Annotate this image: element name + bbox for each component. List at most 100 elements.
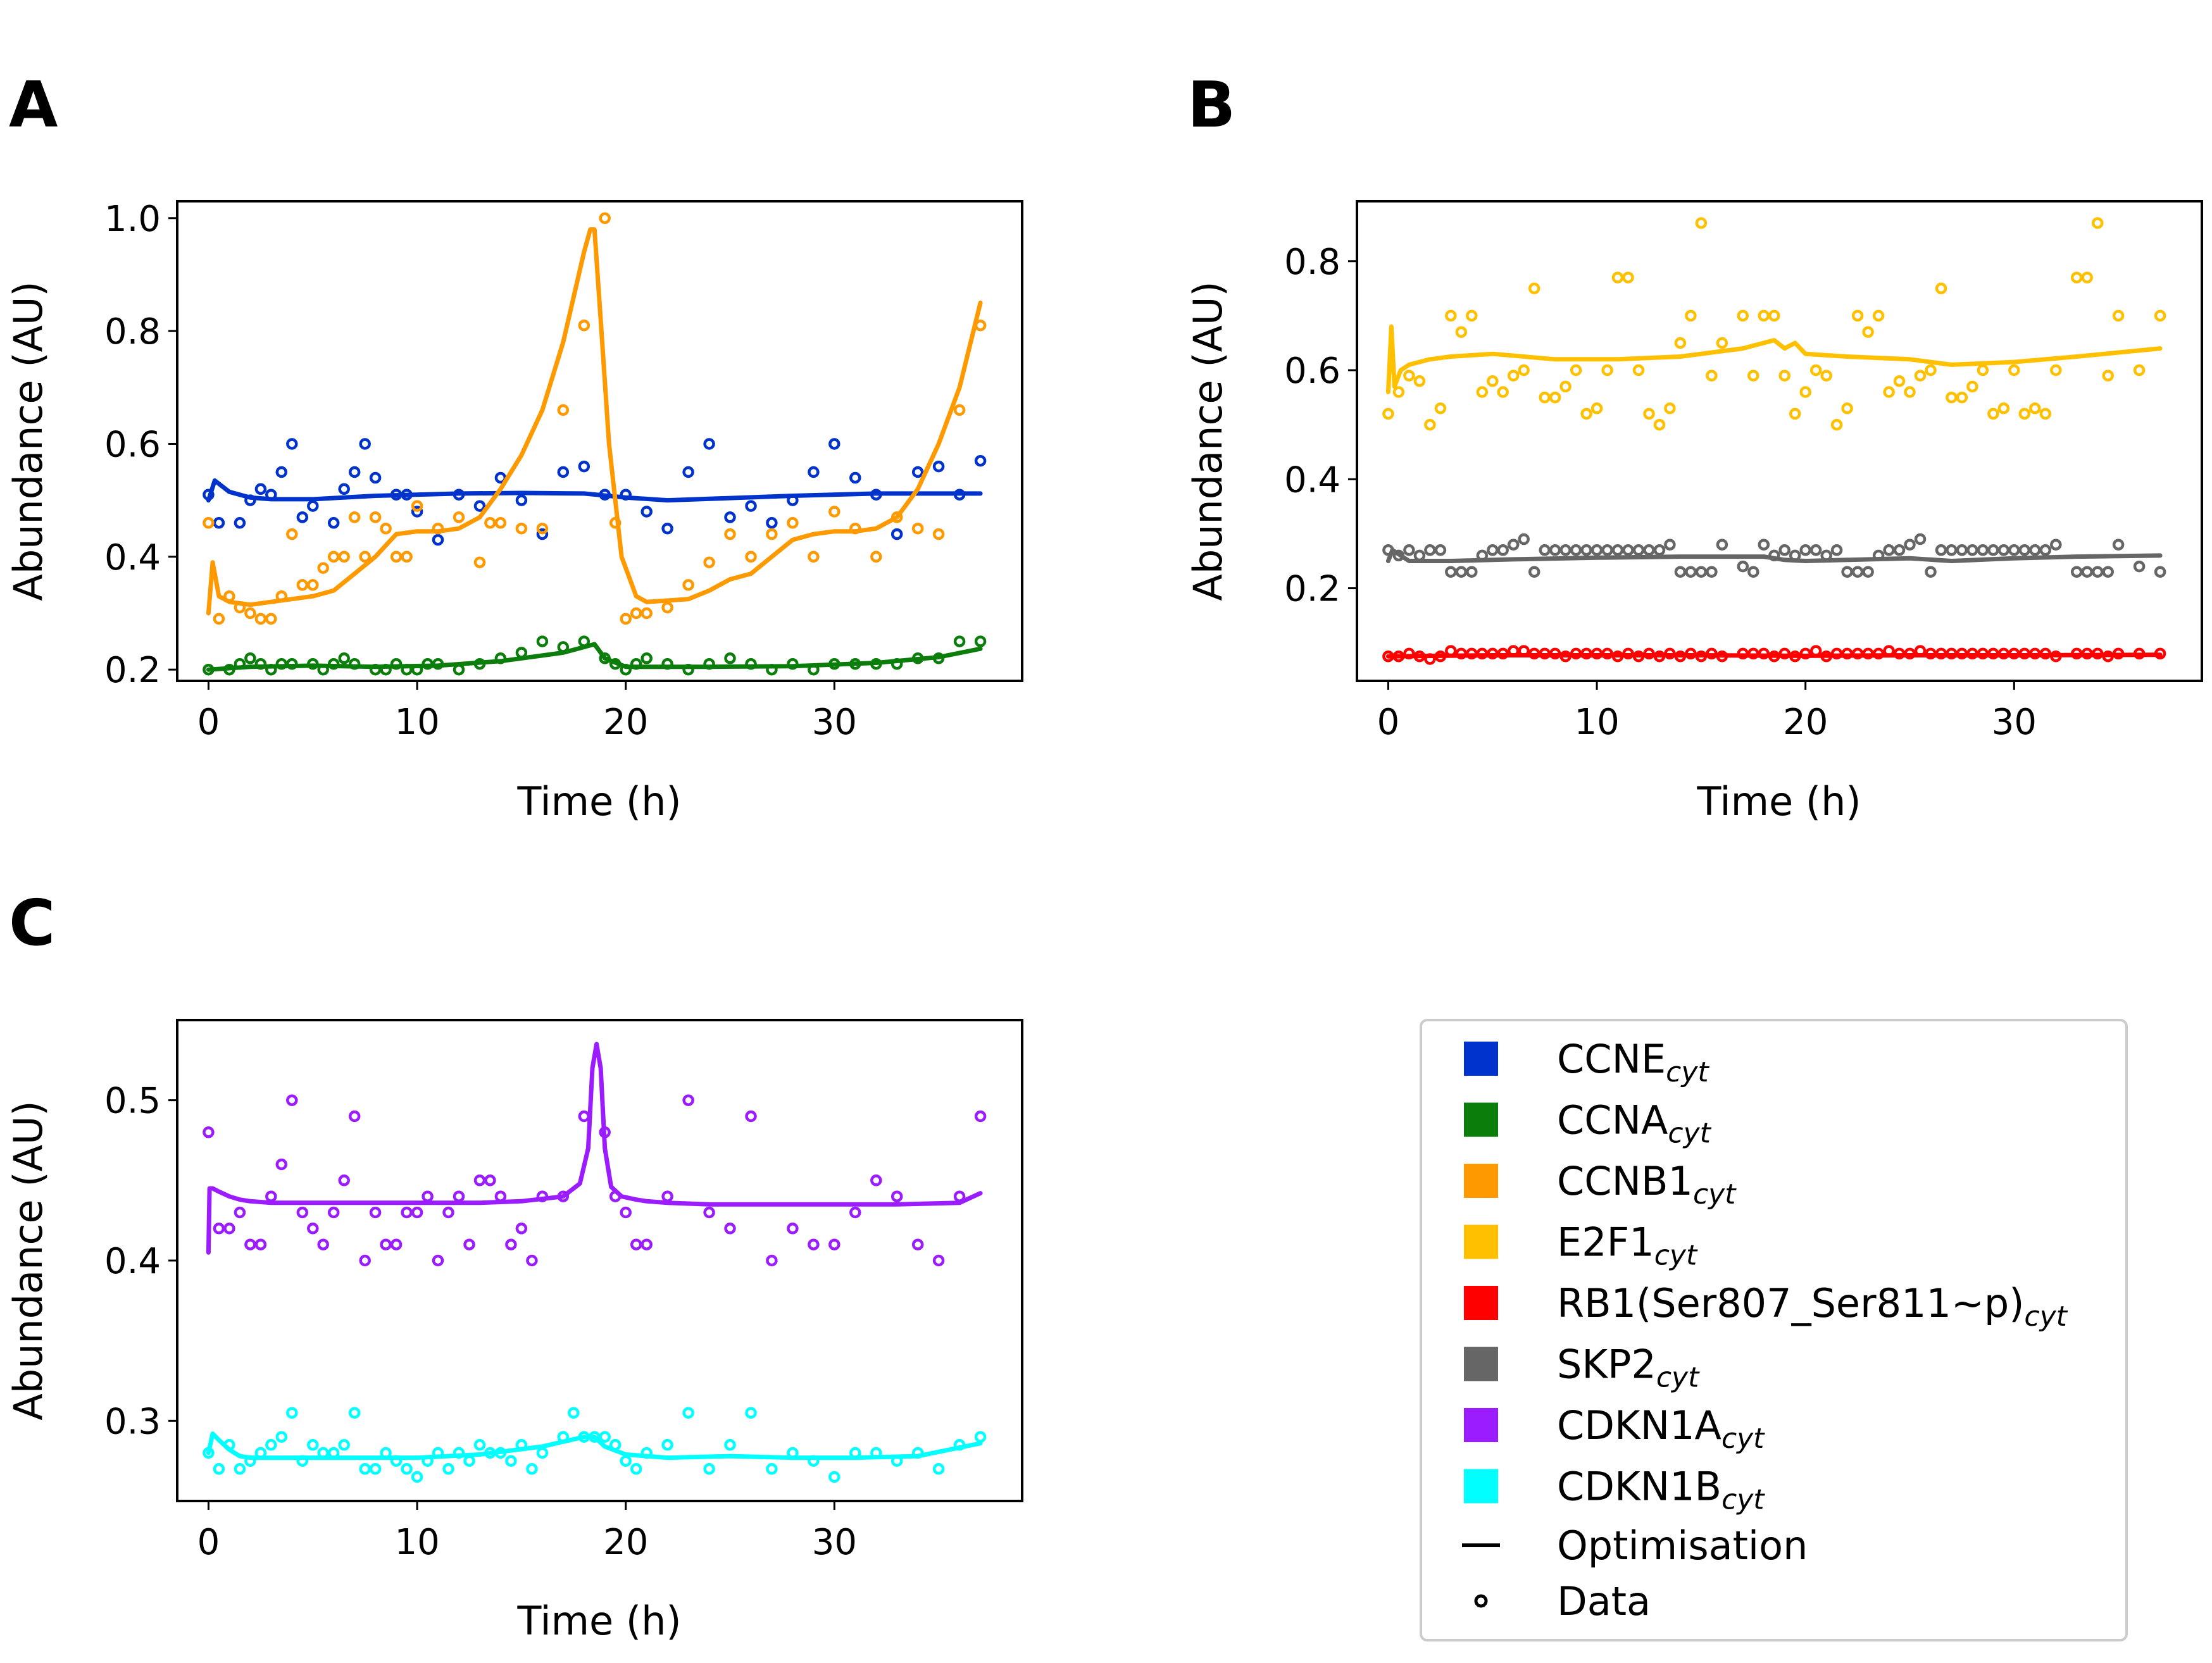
panel-c-cdkn1a-data-point (244, 1238, 256, 1250)
panel-b-skp2-data-point (1434, 544, 1447, 556)
panel-a-ccne-data-point (327, 517, 340, 529)
panel-b-skp2-data-point (1893, 544, 1906, 556)
panel-a-ccnb1-data-point (453, 511, 465, 523)
panel-a-ccne-data-point (932, 460, 945, 473)
panel-c-cdkn1a-data-point (578, 1110, 590, 1123)
panel-c-cdkn1a-data-point (296, 1206, 309, 1219)
panel-a-ccnb1-data-point (890, 511, 903, 523)
legend-swatch (1464, 1408, 1498, 1442)
panel-b-skp2-data-point (1601, 544, 1613, 556)
panel-c-cdkn1b-data-point (401, 1463, 413, 1475)
panel-b-skp2-data-point (1590, 544, 1603, 556)
panel-a-ccna-data-point (745, 657, 757, 670)
panel-a-ccnb1-data-point (630, 607, 642, 620)
panel-b-e2f1-data-point (1685, 309, 1697, 322)
panel-c-cdkn1a-data-point (557, 1190, 570, 1202)
panel-a-ccnb1-data-point (369, 511, 382, 523)
panel-b-skp2-data-point (1706, 566, 1718, 578)
panel-b-rb1-data-point (2081, 647, 2093, 660)
panel-a-ccnb1-data-point (724, 528, 736, 540)
panel-a-y-axis-label: Abundance (AU) (5, 281, 51, 601)
panel-b-rb1-data-point (2102, 650, 2114, 663)
panel-b-e2f1-data-point (1497, 386, 1509, 398)
panel-c-cdkn1b-data-point (630, 1463, 642, 1475)
panel-c-cdkn1a-data-point (369, 1206, 382, 1219)
panel-c-cdkn1a-data-point (317, 1238, 329, 1250)
panel-a-ccna-data-point (473, 657, 486, 670)
panel-c-cdkn1a-data-point (223, 1223, 235, 1235)
panel-c-cdkn1b-data-point (911, 1447, 924, 1459)
panel-b-rb1-data-point (1622, 647, 1634, 660)
panel-c-cdkn1a-data-point (953, 1190, 966, 1202)
panel-c-cdkn1a-data-point (766, 1254, 778, 1267)
panel-a-ccne-data-point (254, 483, 267, 495)
panel-c-cdkn1a-data-point (442, 1206, 454, 1219)
panel-c-ticks: 0 10 20 30 0.3 0.4 0.5 (104, 1081, 857, 1563)
panel-c-cdkn1a-data-point (307, 1223, 319, 1235)
panel-b-rb1-data-point (2039, 647, 2052, 660)
panel-a-y-tick-label: 0.8 (104, 311, 161, 352)
panel-c-x-tick-label: 20 (603, 1522, 648, 1563)
panel-a-ccna-data-point (390, 657, 403, 670)
panel-a-ccnb1-data-point (275, 590, 288, 602)
legend-entry-label: CDKN1Acyt (1557, 1402, 1765, 1455)
panel-b-e2f1-data-point (1778, 370, 1790, 382)
panel-b-e2f1-data-point (1883, 386, 1895, 398)
panel-b-e2f1-data-point (2018, 408, 2031, 420)
panel-letter-a: A (9, 68, 58, 142)
panel-c-cdkn1a-data-point (463, 1238, 475, 1250)
panel-a-ccne-data-point (828, 438, 840, 450)
panel-a-ccne-data-point (515, 494, 528, 506)
panel-a-ccna-data-point (265, 663, 277, 676)
panel-b-rb1-data-point (1695, 650, 1708, 663)
panel-b-skp2-data-point (2050, 539, 2062, 551)
panel-a-ccnb1-data-point (265, 613, 277, 625)
panel-b-skp2-data-point (2070, 566, 2083, 578)
panel-b-e2f1-data-point (1518, 364, 1530, 377)
panel-b-skp2-data-point (1778, 544, 1790, 556)
panel-a-ccna-data-point (494, 652, 507, 664)
panel-b-skp2-data-point (1956, 544, 1968, 556)
panel-b-skp2-data-point (1925, 566, 1937, 578)
panel-a-ccne-data-point (557, 466, 570, 478)
panel-b-skp2-data-point (1455, 566, 1468, 578)
panel-b-x-tick-label: 20 (1783, 702, 1828, 743)
panel-a-ccnb1-line (206, 227, 983, 616)
panel-b-y-tick-label: 0.2 (1284, 569, 1340, 610)
panel-b-y-tick-label: 0.6 (1284, 351, 1340, 392)
legend-entry-subscript: cyt (1654, 1240, 1698, 1272)
panel-b-skp2-data-point (1841, 566, 1853, 578)
panel-a-ccna-data-point (599, 652, 611, 664)
panel-a-ccne-data-point (620, 489, 632, 501)
panel-a-x-tick-label: 20 (603, 702, 648, 743)
panel-c-cdkn1a-data-point (787, 1223, 799, 1235)
panel-c-cdkn1a-data-point (703, 1206, 715, 1219)
panel-a-ccnb1-data-point (286, 528, 298, 540)
panel-c-cdkn1a-data-point (849, 1206, 861, 1219)
panel-b-skp2-data-point (1580, 544, 1592, 556)
panel-c-cdkn1a-data-point (254, 1238, 267, 1250)
panel-a-y-tick-label: 0.2 (104, 650, 161, 691)
panel-a-ccne-data-point (787, 494, 799, 506)
panel-b-e2f1-data-point (1841, 402, 1853, 414)
panel-b-skp2-data-point (1966, 544, 1978, 556)
panel-b-rb1-data-point (1820, 650, 1832, 663)
panel-b-rb1-data-point (1747, 647, 1759, 660)
panel-b-e2f1-data-point (1590, 402, 1603, 414)
panel-a-ccne-data-point (275, 466, 288, 478)
panel-a-ccnb1-data-point (849, 522, 861, 535)
panel-c-cdkn1a-data-point (890, 1190, 903, 1202)
panel-b-e2f1-data-point (1664, 402, 1676, 414)
panel-a-ccnb1-data-point (401, 551, 413, 563)
panel-b-e2f1-data-point (1872, 309, 1885, 322)
panel-c-cdkn1b-line (206, 1431, 983, 1461)
panel-c-cdkn1a-data-point (327, 1206, 340, 1219)
panel-b-e2f1-data-point (1632, 364, 1645, 377)
panel-b-rb1-data-point (2091, 647, 2104, 660)
panel-c-cdkn1b-data-point (589, 1431, 601, 1443)
panel-b-rb1-data-point (1392, 650, 1405, 663)
panel-b-e2f1-data-point (1987, 408, 1999, 420)
panel-c-cdkn1b-data-point (307, 1439, 319, 1451)
panel-a-ccnb1-data-point (213, 613, 225, 625)
panel-a-ccna-data-point (766, 663, 778, 676)
